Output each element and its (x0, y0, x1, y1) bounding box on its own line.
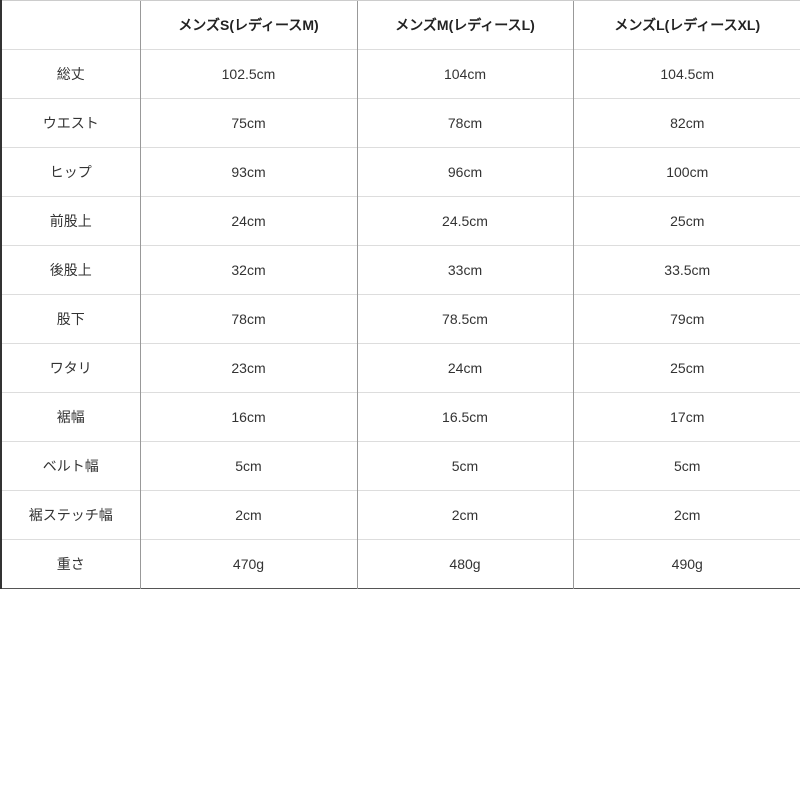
table-row: ヒップ 93cm 96cm 100cm (1, 147, 800, 197)
table-cell: 5cm (356, 441, 573, 491)
row-label: 股下 (1, 294, 140, 344)
table-cell: 5cm (139, 441, 357, 491)
table-row: 裾ステッチ幅 2cm 2cm 2cm (1, 490, 800, 540)
table-row: 股下 78cm 78.5cm 79cm (1, 294, 800, 344)
table-cell: 24cm (356, 343, 573, 393)
table-row: 裾幅 16cm 16.5cm 17cm (1, 392, 800, 442)
row-label: ヒップ (1, 147, 140, 197)
table-cell: 24.5cm (356, 196, 573, 246)
row-label: ウエスト (1, 98, 140, 148)
table-cell: 24cm (139, 196, 357, 246)
table-cell: 104cm (356, 49, 573, 99)
table-row: ベルト幅 5cm 5cm 5cm (1, 441, 800, 491)
table-cell: 79cm (572, 294, 800, 344)
table-cell: 25cm (572, 196, 800, 246)
table-cell: 100cm (572, 147, 800, 197)
table-cell: 78.5cm (356, 294, 573, 344)
table-row: 総丈 102.5cm 104cm 104.5cm (1, 49, 800, 99)
table-cell: 104.5cm (572, 49, 800, 99)
table-cell: 33cm (356, 245, 573, 295)
column-header: メンズS(レディースM) (139, 0, 357, 50)
table-cell: 17cm (572, 392, 800, 442)
table-cell: 23cm (139, 343, 357, 393)
table-cell: 5cm (572, 441, 800, 491)
table-row: 重さ 470g 480g 490g (1, 539, 800, 589)
header-row: メンズS(レディースM) メンズM(レディースL) メンズL(レディースXL) (1, 0, 800, 50)
table-cell: 480g (356, 539, 573, 589)
row-label: ベルト幅 (1, 441, 140, 491)
row-label: 裾ステッチ幅 (1, 490, 140, 540)
size-table: メンズS(レディースM) メンズM(レディースL) メンズL(レディースXL) 総丈… (0, 0, 800, 589)
column-header: メンズM(レディースL) (356, 0, 573, 50)
table-row: 後股上 32cm 33cm 33.5cm (1, 245, 800, 295)
table-cell: 16.5cm (356, 392, 573, 442)
table-cell: 82cm (572, 98, 800, 148)
table-cell: 32cm (139, 245, 357, 295)
table-cell: 2cm (356, 490, 573, 540)
table-cell: 96cm (356, 147, 573, 197)
table-row: ウエスト 75cm 78cm 82cm (1, 98, 800, 148)
table-cell: 102.5cm (139, 49, 357, 99)
table-cell: 2cm (572, 490, 800, 540)
table-row: 前股上 24cm 24.5cm 25cm (1, 196, 800, 246)
table-cell: 470g (139, 539, 357, 589)
table-cell: 490g (572, 539, 800, 589)
column-header (1, 0, 140, 50)
row-label: 重さ (1, 539, 140, 589)
column-header: メンズL(レディースXL) (572, 0, 800, 50)
row-label: 後股上 (1, 245, 140, 295)
table-cell: 2cm (139, 490, 357, 540)
row-label: 裾幅 (1, 392, 140, 442)
row-label: 前股上 (1, 196, 140, 246)
row-label: ワタリ (1, 343, 140, 393)
table-cell: 78cm (356, 98, 573, 148)
table-cell: 78cm (139, 294, 357, 344)
table-row: ワタリ 23cm 24cm 25cm (1, 343, 800, 393)
table-cell: 25cm (572, 343, 800, 393)
table-cell: 75cm (139, 98, 357, 148)
table-cell: 16cm (139, 392, 357, 442)
table-cell: 33.5cm (572, 245, 800, 295)
table-cell: 93cm (139, 147, 357, 197)
row-label: 総丈 (1, 49, 140, 99)
